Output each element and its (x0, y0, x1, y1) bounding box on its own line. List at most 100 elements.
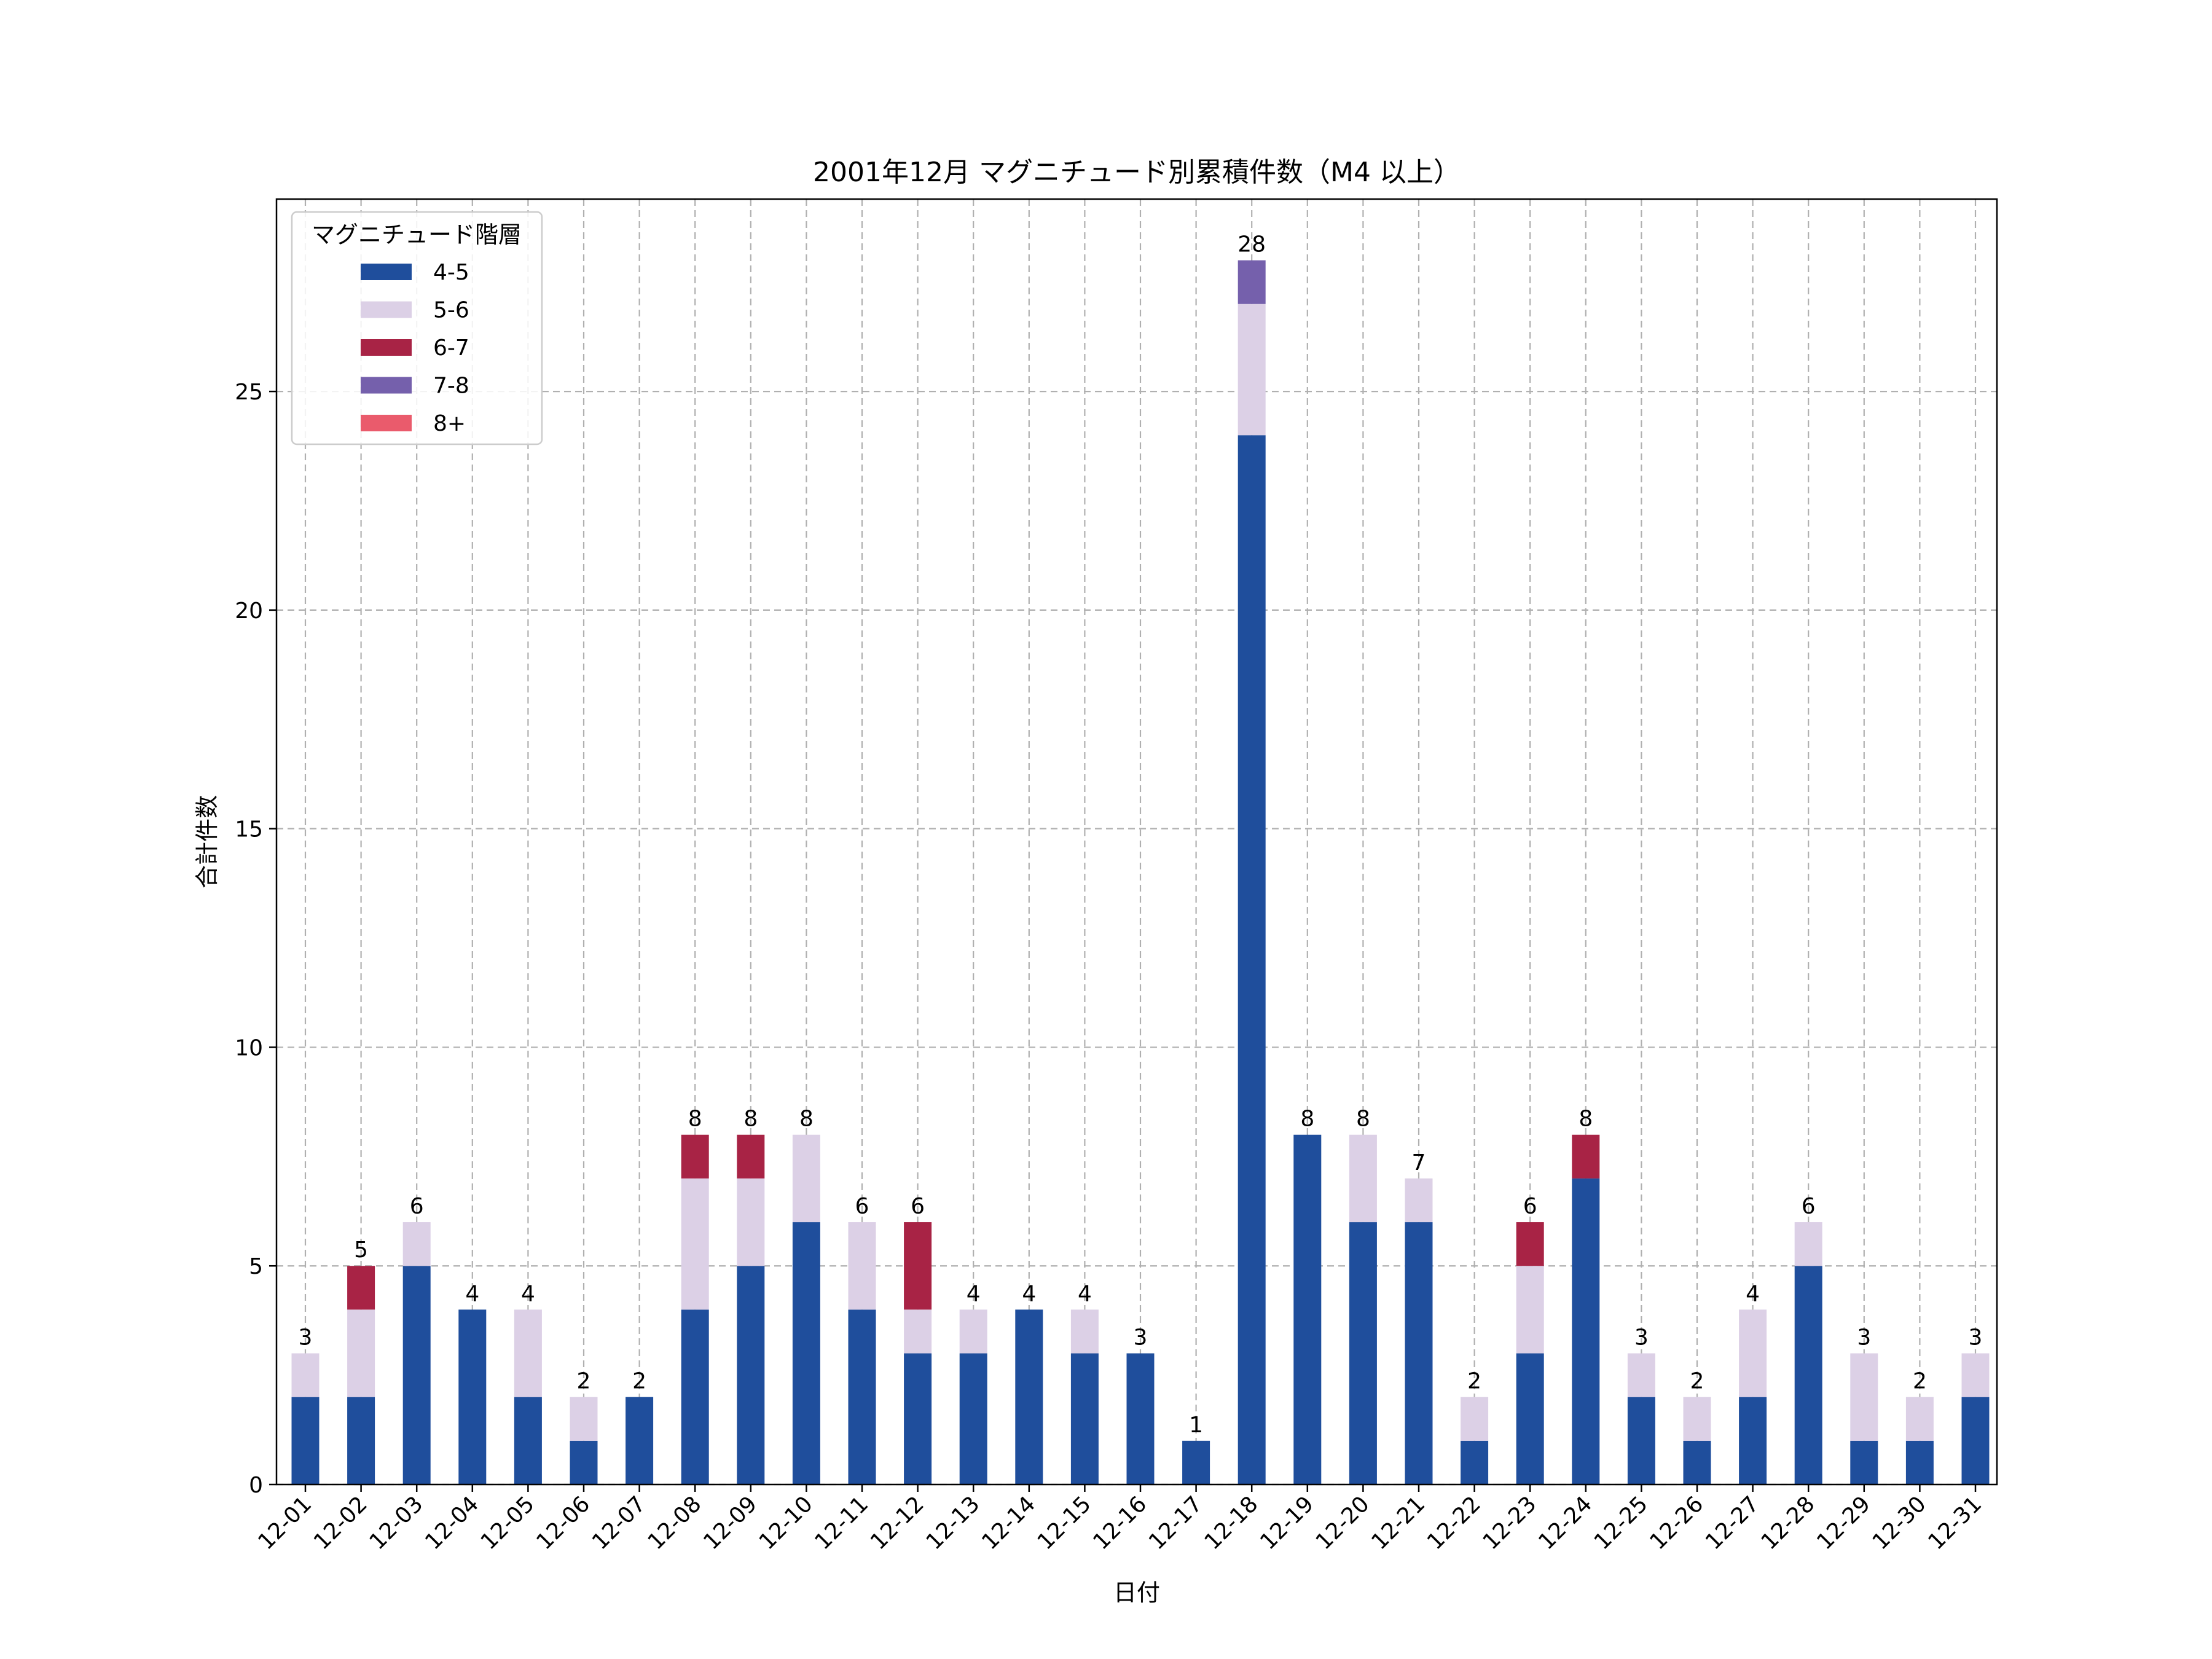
bar-segment (570, 1397, 598, 1441)
total-data-label: 2 (1690, 1369, 1704, 1394)
x-tick-label: 12-31 (1923, 1491, 1986, 1555)
bar-segment (1293, 1134, 1322, 1484)
total-data-label: 3 (1969, 1325, 1983, 1351)
bar-segment (737, 1178, 765, 1266)
bar-segment (1126, 1353, 1155, 1484)
bar-segment (1961, 1353, 1990, 1397)
bar-segment (402, 1222, 431, 1266)
bar-segment (1794, 1266, 1822, 1484)
x-tick-label: 12-05 (476, 1491, 539, 1555)
x-tick-label: 12-07 (587, 1491, 651, 1555)
grid-layer (276, 199, 1997, 1486)
total-data-label: 2 (632, 1369, 646, 1394)
x-tick-label: 12-12 (866, 1491, 929, 1555)
bar-segment (347, 1397, 375, 1484)
bar-segment (1572, 1134, 1600, 1179)
total-data-label: 2 (1913, 1369, 1927, 1394)
bar-segment (1461, 1440, 1489, 1484)
y-tick-label: 5 (249, 1254, 263, 1279)
bar-segment (570, 1440, 598, 1484)
x-tick-label: 12-03 (365, 1491, 428, 1555)
bar-segment (402, 1266, 431, 1484)
chart-title: 2001年12月 マグニチュード別累積件数（M4 以上） (813, 157, 1461, 188)
legend: マグニチュード階層 4-5 5-6 6-7 7-8 8+ (291, 211, 543, 445)
total-data-label: 3 (1634, 1325, 1649, 1351)
bar-segment (1516, 1266, 1544, 1354)
bar-segment (681, 1178, 709, 1310)
y-tick-label: 0 (249, 1473, 263, 1498)
x-tick-label: 12-18 (1200, 1491, 1263, 1555)
x-tick-label: 12-04 (420, 1491, 484, 1555)
bar-segment (514, 1397, 542, 1484)
total-data-label: 8 (1356, 1107, 1370, 1132)
total-data-label: 4 (1078, 1281, 1092, 1306)
x-tick-label: 12-19 (1255, 1491, 1319, 1555)
legend-swatch (361, 301, 412, 318)
x-tick-label: 12-22 (1422, 1491, 1486, 1555)
y-tick-label: 25 (235, 380, 263, 405)
x-tick-label: 12-13 (922, 1491, 985, 1555)
bar-segment (1237, 304, 1266, 436)
bar-segment (1572, 1178, 1600, 1484)
x-tick-label: 12-01 (253, 1491, 316, 1555)
bar-segment (1516, 1353, 1544, 1484)
bar-segment (1015, 1309, 1043, 1484)
total-data-label: 6 (1802, 1194, 1816, 1219)
bar-segment (1070, 1353, 1099, 1484)
bar-segment (1182, 1440, 1210, 1484)
bar-segment (848, 1309, 876, 1484)
bar-segment (1349, 1134, 1377, 1223)
y-tick-label: 15 (235, 817, 263, 842)
bar-segment (347, 1309, 375, 1397)
bar-segment (1739, 1309, 1767, 1397)
x-tick-label: 12-24 (1534, 1491, 1597, 1555)
bar-segment (458, 1309, 487, 1484)
total-data-label: 8 (688, 1107, 702, 1132)
legend-title: マグニチュード階層 (312, 221, 522, 248)
total-data-label: 4 (1746, 1281, 1760, 1306)
bar-segment (1794, 1222, 1822, 1266)
total-data-label: 4 (465, 1281, 479, 1306)
total-data-label: 28 (1237, 232, 1266, 257)
bar-segment (1683, 1440, 1711, 1484)
total-data-label: 3 (1134, 1325, 1148, 1351)
total-data-label: 7 (1412, 1150, 1426, 1175)
legend-entry-label: 6-7 (433, 335, 469, 361)
bar-segment (1461, 1397, 1489, 1441)
x-tick-label: 12-30 (1868, 1491, 1931, 1555)
bar-segment (1683, 1397, 1711, 1441)
total-data-label: 4 (521, 1281, 535, 1306)
total-data-label: 3 (299, 1325, 313, 1351)
x-tick-label: 12-10 (755, 1491, 818, 1555)
total-data-label: 3 (1857, 1325, 1871, 1351)
y-tick-label: 20 (235, 598, 263, 624)
x-tick-label: 12-20 (1311, 1491, 1375, 1555)
y-axis-label: 合計件数 (194, 795, 221, 888)
total-data-label: 8 (1300, 1107, 1314, 1132)
x-tick-label: 12-28 (1757, 1491, 1820, 1555)
x-tick-label: 12-21 (1367, 1491, 1430, 1555)
total-data-label: 6 (855, 1194, 869, 1219)
bar-segment (1070, 1309, 1099, 1354)
total-data-label: 8 (1579, 1107, 1593, 1132)
bar-segment (1905, 1397, 1934, 1441)
total-data-label: 6 (1523, 1194, 1537, 1219)
x-tick-label: 12-08 (643, 1491, 707, 1555)
bar-segment (681, 1309, 709, 1484)
bar-segment (681, 1134, 709, 1179)
legend-entry-label: 7-8 (433, 374, 469, 399)
legend-swatch (361, 377, 412, 394)
bar-segment (1516, 1222, 1544, 1266)
bar-segment (959, 1353, 987, 1484)
bar-segment (626, 1397, 654, 1484)
x-tick-label: 12-11 (810, 1491, 873, 1555)
legend-swatch (361, 339, 412, 356)
legend-entry-label: 4-5 (433, 260, 469, 285)
bar-segment (1850, 1440, 1878, 1484)
bar-segment (792, 1134, 820, 1223)
x-tick-label: 12-26 (1645, 1491, 1708, 1555)
bar-segment (1405, 1178, 1433, 1223)
x-tick-label: 12-29 (1812, 1491, 1875, 1555)
bar-segment (347, 1266, 375, 1310)
